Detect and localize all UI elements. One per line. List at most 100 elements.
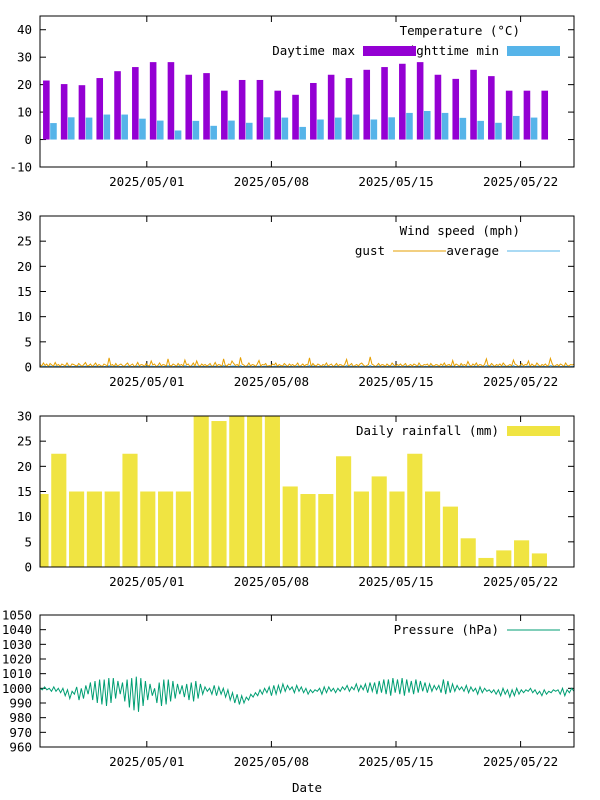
legend-label: Daytime max <box>272 43 355 58</box>
bar-daytime-max <box>238 79 246 140</box>
y-tick-label: 15 <box>17 484 32 499</box>
bar-daytime-max <box>434 74 442 140</box>
y-tick-label: 25 <box>17 234 32 249</box>
bar-daytime-max <box>292 94 299 140</box>
bar-daily-rainfall-mm- <box>104 491 120 567</box>
x-tick-label: 2025/05/22 <box>483 374 558 389</box>
plot-area <box>40 416 547 567</box>
bar-nighttime-min <box>103 114 111 140</box>
bar-daytime-max <box>505 90 513 140</box>
bar-daily-rainfall-mm- <box>86 491 102 567</box>
y-tick-label: 5 <box>24 534 32 549</box>
bar-daily-rainfall-mm- <box>407 453 423 567</box>
bar-daytime-max <box>132 67 139 140</box>
rainfall-panel: 0 5 10 15 20 25 30 2025/05/01 2025/05/08 2025/05/… <box>17 409 575 589</box>
bar-nighttime-min <box>263 117 271 140</box>
y-tick-label: 1030 <box>2 637 32 652</box>
y-tick-label: 5 <box>24 334 32 349</box>
bar-daily-rainfall-mm- <box>460 538 476 567</box>
legend-title: Temperature (°C) <box>400 23 520 38</box>
plot-frame <box>39 614 575 748</box>
plot-frame <box>39 15 575 168</box>
bar-nighttime-min <box>530 117 538 140</box>
legend-label: Nighttime min <box>401 43 499 58</box>
bar-nighttime-min <box>299 126 306 140</box>
bar-daily-rainfall-mm- <box>122 453 138 567</box>
bar-daytime-max <box>60 84 68 140</box>
bar-daytime-max <box>345 78 353 140</box>
x-tick-label: 2025/05/08 <box>234 174 309 189</box>
bar-daytime-max <box>114 71 121 140</box>
y-tick-label: 20 <box>17 459 32 474</box>
x-tick-label: 2025/05/01 <box>109 574 184 589</box>
y-tick-label: 20 <box>17 259 32 274</box>
bar-daily-rainfall-mm- <box>175 491 191 567</box>
bar-nighttime-min <box>50 123 57 140</box>
y-tick-label: 990 <box>9 696 32 711</box>
bar-daytime-max <box>221 90 228 140</box>
bar-nighttime-min <box>121 114 128 140</box>
legend-swatch <box>507 426 560 436</box>
x-tick-label: 2025/05/01 <box>109 374 184 389</box>
legend-label: Daily rainfall (mm) <box>356 423 499 438</box>
bar-nighttime-min <box>174 130 182 140</box>
x-tick-label: 2025/05/22 <box>483 754 558 769</box>
bar-daily-rainfall-mm- <box>496 550 512 567</box>
x-tick-label: 2025/05/15 <box>358 374 433 389</box>
bar-nighttime-min <box>85 117 93 140</box>
bar-daytime-max <box>256 79 264 140</box>
x-tick-label: 2025/05/08 <box>234 754 309 769</box>
bar-daytime-max <box>43 80 50 140</box>
legend-label: gust <box>355 243 385 258</box>
bar-daytime-max <box>399 63 406 140</box>
bar-daily-rainfall-mm- <box>140 491 156 567</box>
bar-nighttime-min <box>192 120 200 140</box>
y-tick-label: 1010 <box>2 666 32 681</box>
x-axis-label: Date <box>292 780 322 795</box>
bar-nighttime-min <box>370 119 378 140</box>
y-tick-label: 1050 <box>2 608 32 623</box>
x-tick-label: 2025/05/01 <box>109 754 184 769</box>
y-tick-label: -10 <box>9 160 32 175</box>
y-tick-label: 0 <box>24 132 32 147</box>
bar-daily-rainfall-mm- <box>442 506 458 567</box>
bar-nighttime-min <box>352 114 360 140</box>
bar-daily-rainfall-mm- <box>353 491 369 567</box>
plot-area <box>40 676 574 712</box>
bar-daily-rainfall-mm- <box>336 456 352 567</box>
bar-daily-rainfall-mm- <box>300 494 316 567</box>
bar-daytime-max <box>203 73 210 140</box>
bar-daily-rainfall-mm- <box>531 553 547 567</box>
bar-daytime-max <box>167 62 175 140</box>
bar-nighttime-min <box>317 119 324 140</box>
bar-daily-rainfall-mm- <box>69 491 85 567</box>
y-tick-label: 30 <box>17 209 32 224</box>
bar-daily-rainfall-mm- <box>425 491 441 567</box>
y-tick-label: 30 <box>17 409 32 424</box>
bar-daily-rainfall-mm- <box>371 476 387 567</box>
bar-daily-rainfall-mm- <box>193 416 209 567</box>
bar-daytime-max <box>78 85 86 140</box>
plot-area <box>43 62 549 140</box>
temperature-panel: -10 0 10 20 30 40 2025/05/01 2025/05/08 2025/05/… <box>9 15 575 189</box>
x-tick-label: 2025/05/01 <box>109 174 184 189</box>
plot-frame <box>39 215 575 368</box>
bar-daily-rainfall-mm- <box>264 416 280 567</box>
bar-daily-rainfall-mm- <box>247 416 263 567</box>
bar-nighttime-min <box>406 112 413 140</box>
bar-daily-rainfall-mm- <box>211 421 227 567</box>
bar-nighttime-min <box>67 117 75 140</box>
bar-daytime-max <box>327 74 335 140</box>
plot-area <box>40 356 574 367</box>
x-tick-label: 2025/05/15 <box>358 574 433 589</box>
bar-daytime-max <box>363 69 371 140</box>
bar-daytime-max <box>523 90 531 140</box>
bar-daytime-max <box>185 74 193 140</box>
bar-daytime-max <box>149 62 157 140</box>
y-tick-label: 10 <box>17 105 32 120</box>
y-tick-label: 1000 <box>2 681 32 696</box>
bar-daytime-max <box>274 90 282 140</box>
bar-daytime-max <box>96 78 104 140</box>
bar-daily-rainfall-mm- <box>514 540 530 567</box>
